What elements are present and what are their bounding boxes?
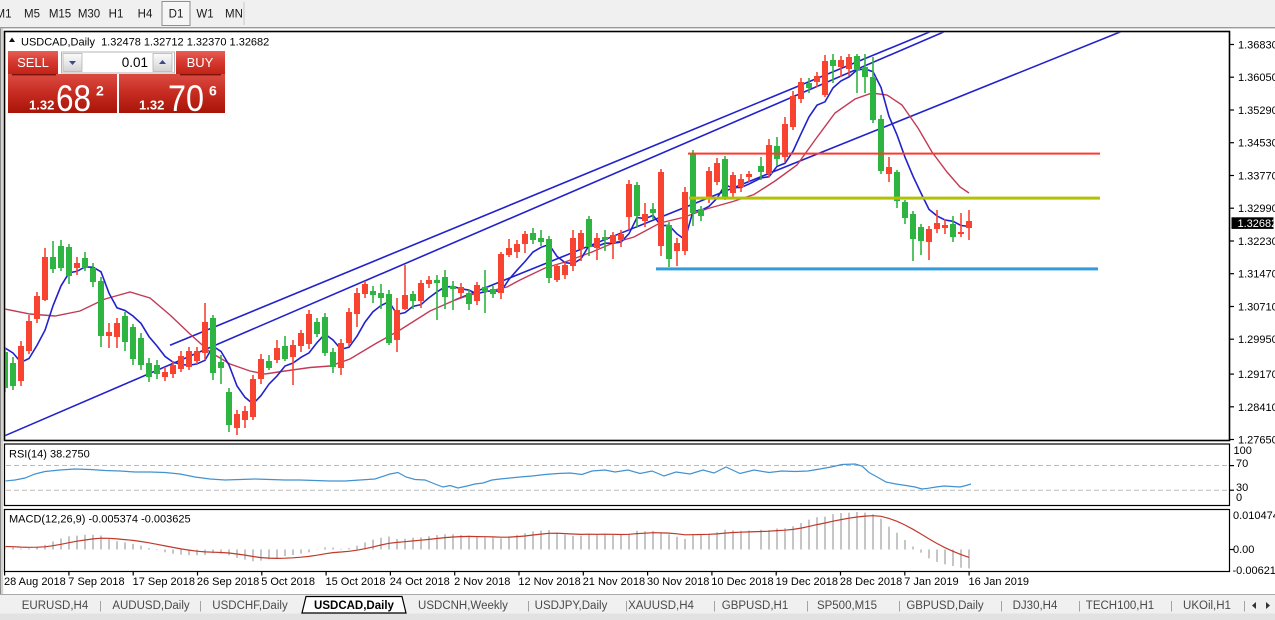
svg-text:1.32990: 1.32990 [1238,203,1275,215]
svg-text:1.34530: 1.34530 [1238,138,1275,150]
svg-text:M5: M5 [24,9,40,21]
svg-text:|: | [99,600,102,612]
svg-text:0.00: 0.00 [1233,544,1254,556]
svg-text:26 Sep 2018: 26 Sep 2018 [197,576,259,588]
svg-text:|: | [1078,600,1081,612]
svg-text:H1: H1 [109,9,124,21]
svg-text:GBPUSD,H1: GBPUSD,H1 [722,600,788,612]
svg-text:BUY: BUY [187,55,214,70]
svg-text:USDCHF,Daily: USDCHF,Daily [212,600,288,612]
svg-text:W1: W1 [196,9,213,21]
svg-text:1.32230: 1.32230 [1238,236,1275,248]
svg-text:1.28410: 1.28410 [1238,402,1275,414]
svg-text:M15: M15 [49,9,71,21]
svg-text:GBPUSD,Daily: GBPUSD,Daily [906,600,984,612]
svg-text:1.33770: 1.33770 [1238,171,1275,183]
svg-text:1.35290: 1.35290 [1238,105,1275,117]
svg-text:1.32: 1.32 [29,98,54,113]
svg-text:1.27650: 1.27650 [1238,435,1275,447]
svg-text:AUDUSD,Daily: AUDUSD,Daily [112,600,190,612]
svg-text:21 Nov 2018: 21 Nov 2018 [583,576,645,588]
svg-text:RSI(14) 38.2750: RSI(14) 38.2750 [9,449,90,461]
svg-text:|: | [898,600,901,612]
svg-text:|: | [713,600,716,612]
svg-text:1.32682: 1.32682 [1238,218,1275,230]
svg-text:5 Oct 2018: 5 Oct 2018 [261,576,315,588]
svg-text:17 Sep 2018: 17 Sep 2018 [133,576,195,588]
svg-text:USDCNH,Weekly: USDCNH,Weekly [418,600,508,612]
svg-text:30 Nov 2018: 30 Nov 2018 [647,576,709,588]
svg-text:70: 70 [168,78,204,119]
svg-text:|: | [625,600,628,612]
svg-text:|: | [1170,600,1173,612]
svg-text:DJ30,H4: DJ30,H4 [1013,600,1058,612]
svg-text:USDJPY,Daily: USDJPY,Daily [535,600,608,612]
svg-text:1.29950: 1.29950 [1238,334,1275,346]
svg-text:70: 70 [1236,458,1248,470]
svg-text:30: 30 [1236,482,1248,494]
svg-text:100: 100 [1234,445,1252,457]
svg-text:|: | [1243,600,1246,612]
svg-text:68: 68 [56,78,91,119]
svg-text:EURUSD,H4: EURUSD,H4 [22,600,89,612]
svg-text:7 Jan 2019: 7 Jan 2019 [904,576,958,588]
svg-text:19 Dec 2018: 19 Dec 2018 [776,576,838,588]
svg-text:MN: MN [225,9,243,21]
svg-text:|: | [1000,600,1003,612]
svg-text:28 Aug 2018: 28 Aug 2018 [4,576,66,588]
svg-text:1.32: 1.32 [139,98,164,113]
svg-text:H4: H4 [138,9,153,21]
svg-text:0.010474: 0.010474 [1233,510,1275,522]
svg-text:2 Nov 2018: 2 Nov 2018 [454,576,510,588]
svg-text:D1: D1 [169,9,184,21]
svg-text:15 Oct 2018: 15 Oct 2018 [326,576,386,588]
svg-text:16 Jan 2019: 16 Jan 2019 [969,576,1030,588]
svg-text:|: | [199,600,202,612]
svg-text:0: 0 [1236,492,1242,504]
svg-text:TECH100,H1: TECH100,H1 [1086,600,1154,612]
svg-text:0.01: 0.01 [122,55,148,70]
svg-text:UKOil,H1: UKOil,H1 [1183,600,1231,612]
svg-text:1.36050: 1.36050 [1238,72,1275,84]
svg-text:1.30710: 1.30710 [1238,302,1275,314]
svg-text:6: 6 [209,83,217,99]
svg-text:USDCAD,Daily 1.32478 1.32712: USDCAD,Daily 1.32478 1.32712 1.32370 1.3… [21,37,269,49]
svg-text:XAUUSD,H4: XAUUSD,H4 [628,600,694,612]
svg-text:7 Sep 2018: 7 Sep 2018 [68,576,124,588]
svg-text:MACD(12,26,9) -0.005374 -0.003: MACD(12,26,9) -0.005374 -0.003625 [9,514,191,526]
svg-text:|: | [527,600,530,612]
svg-text:1.36830: 1.36830 [1238,40,1275,52]
svg-text:|: | [806,600,809,612]
svg-text:28 Dec 2018: 28 Dec 2018 [840,576,902,588]
svg-text:USDCAD,Daily: USDCAD,Daily [314,600,394,612]
svg-text:M1: M1 [0,9,11,21]
svg-text:-0.006218: -0.006218 [1233,565,1275,577]
svg-text:12 Nov 2018: 12 Nov 2018 [518,576,580,588]
svg-text:SP500,M15: SP500,M15 [817,600,877,612]
svg-text:M30: M30 [78,9,100,21]
svg-text:24 Oct 2018: 24 Oct 2018 [390,576,450,588]
svg-text:SELL: SELL [17,55,49,70]
svg-text:1.29170: 1.29170 [1238,369,1275,381]
svg-text:10 Dec 2018: 10 Dec 2018 [711,576,773,588]
svg-text:1.31470: 1.31470 [1238,269,1275,281]
svg-text:2: 2 [96,83,104,99]
